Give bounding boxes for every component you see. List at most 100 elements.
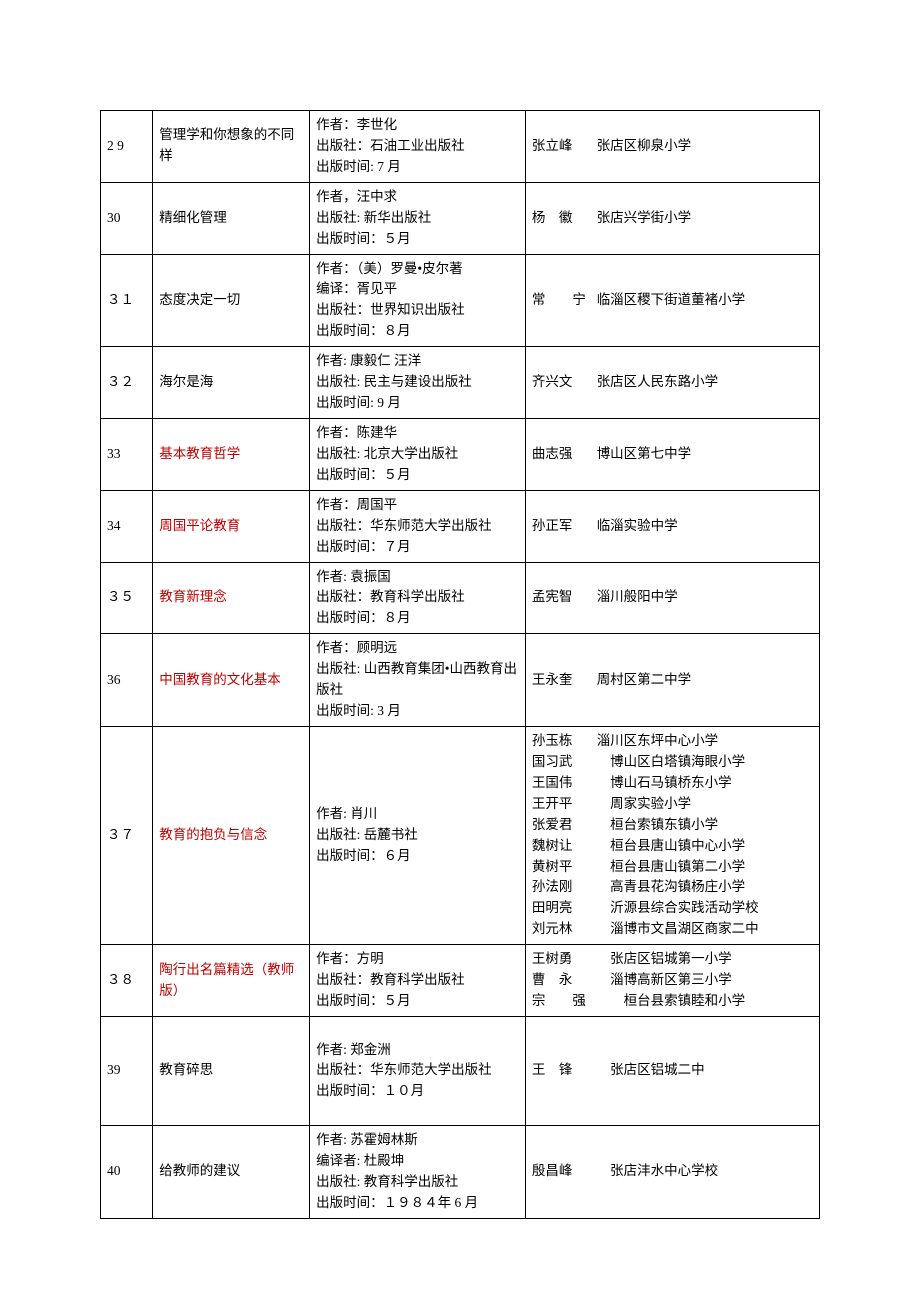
person-name: 杨 徽 <box>532 208 585 229</box>
school-name: 桓台县唐山镇中心小学 <box>597 836 813 857</box>
book-info: 作者：顾明远出版社: 山西教育集团•山西教育出版社出版时间: 3 月 <box>310 634 526 727</box>
book-info: 作者: 苏霍姆林斯编译者: 杜殿坤出版社: 教育科学出版社出版时间：１９８４年 … <box>310 1125 526 1218</box>
school-name: 张店区铝城第一小学 <box>597 949 813 970</box>
book-title: 精细化管理 <box>153 182 310 254</box>
school-cell: 张店沣水中心学校 <box>591 1125 820 1218</box>
school-name: 张店兴学街小学 <box>597 208 813 229</box>
info-line: 出版社: 新华出版社 <box>316 208 519 229</box>
info-line: 出版时间：８月 <box>316 608 519 629</box>
person-name: 常 宁 <box>532 290 585 311</box>
info-line: 作者：陈建华 <box>316 423 519 444</box>
row-number: 36 <box>101 634 153 727</box>
book-title: 教育新理念 <box>153 562 310 634</box>
book-info: 作者：方明出版社：教育科学出版社出版时间：５月 <box>310 945 526 1017</box>
person-name-cell: 孙正军 <box>525 490 590 562</box>
info-line: 出版社：华东师范大学出版社 <box>316 516 519 537</box>
person-name-cell: 齐兴文 <box>525 347 590 419</box>
book-info: 作者，汪中求出版社: 新华出版社出版时间：５月 <box>310 182 526 254</box>
school-cell: 张店区铝城二中 <box>591 1016 820 1125</box>
info-line: 编译：胥见平 <box>316 279 519 300</box>
row-number: 33 <box>101 418 153 490</box>
info-line: 作者: 苏霍姆林斯 <box>316 1130 519 1151</box>
info-line: 出版社：华东师范大学出版社 <box>316 1060 519 1081</box>
person-name: 张立峰 <box>532 136 585 157</box>
school-name: 张店沣水中心学校 <box>597 1161 813 1182</box>
info-line: 出版时间: 7 月 <box>316 157 519 178</box>
table-row: 34周国平论教育作者：周国平出版社：华东师范大学出版社出版时间：７月孙正军临淄实… <box>101 490 820 562</box>
table-row: ３２海尔是海作者: 康毅仁 汪洋出版社: 民主与建设出版社出版时间: 9 月齐兴… <box>101 347 820 419</box>
book-table: 2 9管理学和你想象的不同样作者：李世化出版社：石油工业出版社出版时间: 7 月… <box>100 110 820 1219</box>
school-cell: 张店区柳泉小学 <box>591 111 820 183</box>
person-name-cell: 孙玉栋国习武王国伟王开平张爱君魏树让黄树平孙法刚田明亮刘元林 <box>525 726 590 944</box>
info-line: 出版时间：５月 <box>316 991 519 1012</box>
school-cell: 张店区人民东路小学 <box>591 347 820 419</box>
info-line: 出版社：石油工业出版社 <box>316 136 519 157</box>
school-name: 张店区柳泉小学 <box>597 136 813 157</box>
info-line: 编译者: 杜殿坤 <box>316 1151 519 1172</box>
school-name: 周家实验小学 <box>597 794 813 815</box>
person-name-cell: 杨 徽 <box>525 182 590 254</box>
info-line: 作者：李世化 <box>316 115 519 136</box>
table-row: 33基本教育哲学作者：陈建华出版社: 北京大学出版社出版时间：５月曲志强博山区第… <box>101 418 820 490</box>
info-line: 出版社: 山西教育集团•山西教育出版社 <box>316 659 519 701</box>
book-title: 陶行出名篇精选（教师版） <box>153 945 310 1017</box>
person-name-cell: 曲志强 <box>525 418 590 490</box>
school-name: 临淄实验中学 <box>597 516 813 537</box>
table-row: 2 9管理学和你想象的不同样作者：李世化出版社：石油工业出版社出版时间: 7 月… <box>101 111 820 183</box>
person-name: 曲志强 <box>532 444 585 465</box>
person-name: 张爱君 <box>532 815 585 836</box>
person-name: 齐兴文 <box>532 372 585 393</box>
school-name: 临淄区稷下街道董褚小学 <box>597 290 813 311</box>
book-title: 基本教育哲学 <box>153 418 310 490</box>
info-line: 作者：方明 <box>316 949 519 970</box>
info-line: 出版时间：１０月 <box>316 1081 519 1102</box>
person-name: 刘元林 <box>532 919 585 940</box>
book-title: 教育的抱负与信念 <box>153 726 310 944</box>
book-title: 教育碎思 <box>153 1016 310 1125</box>
table-row: ３８陶行出名篇精选（教师版）作者：方明出版社：教育科学出版社出版时间：５月王树勇… <box>101 945 820 1017</box>
person-name: 曹 永 <box>532 970 585 991</box>
person-name-cell: 孟宪智 <box>525 562 590 634</box>
person-name: 王树勇 <box>532 949 585 970</box>
book-info: 作者: 康毅仁 汪洋出版社: 民主与建设出版社出版时间: 9 月 <box>310 347 526 419</box>
school-cell: 淄川区东坪中心小学 博山区白塔镇海眼小学 博山石马镇桥东小学 周家实验小学 桓台… <box>591 726 820 944</box>
school-cell: 淄川般阳中学 <box>591 562 820 634</box>
row-number: 40 <box>101 1125 153 1218</box>
info-line: 作者: 肖川 <box>316 804 519 825</box>
person-name-cell: 张立峰 <box>525 111 590 183</box>
book-info: 作者：陈建华出版社: 北京大学出版社出版时间：５月 <box>310 418 526 490</box>
row-number: ３５ <box>101 562 153 634</box>
school-name: 张店区铝城二中 <box>597 1060 813 1081</box>
school-cell: 张店区铝城第一小学 淄博高新区第三小学 桓台县索镇睦和小学 <box>591 945 820 1017</box>
book-info: 作者：周国平出版社：华东师范大学出版社出版时间：７月 <box>310 490 526 562</box>
school-cell: 临淄区稷下街道董褚小学 <box>591 254 820 347</box>
table-row: 30精细化管理作者，汪中求出版社: 新华出版社出版时间：５月杨 徽张店兴学街小学 <box>101 182 820 254</box>
person-name-cell: 王 锋 <box>525 1016 590 1125</box>
table-row: ３１态度决定一切作者：（美）罗曼•皮尔著编译：胥见平出版社：世界知识出版社出版时… <box>101 254 820 347</box>
book-title: 海尔是海 <box>153 347 310 419</box>
info-line: 出版社：教育科学出版社 <box>316 587 519 608</box>
info-line: 作者：顾明远 <box>316 638 519 659</box>
person-name: 田明亮 <box>532 898 585 919</box>
info-line: 出版时间：５月 <box>316 229 519 250</box>
row-number: ３１ <box>101 254 153 347</box>
school-name: 淄川般阳中学 <box>597 587 813 608</box>
school-cell: 临淄实验中学 <box>591 490 820 562</box>
info-line: 出版时间：１９８４年 6 月 <box>316 1193 519 1214</box>
school-name: 沂源县综合实践活动学校 <box>597 898 813 919</box>
book-info: 作者: 郑金洲出版社：华东师范大学出版社出版时间：１０月 <box>310 1016 526 1125</box>
person-name: 王永奎 <box>532 670 585 691</box>
person-name-cell: 王永奎 <box>525 634 590 727</box>
row-number: 30 <box>101 182 153 254</box>
school-name: 淄川区东坪中心小学 <box>597 731 813 752</box>
person-name: 孙正军 <box>532 516 585 537</box>
info-line: 出版社: 北京大学出版社 <box>316 444 519 465</box>
info-line: 作者: 袁振国 <box>316 567 519 588</box>
person-name: 孙玉栋 <box>532 731 585 752</box>
info-line: 出版时间：６月 <box>316 846 519 867</box>
person-name: 宗 强 <box>532 991 585 1012</box>
info-line: 作者: 康毅仁 汪洋 <box>316 351 519 372</box>
info-line: 出版时间: 3 月 <box>316 701 519 722</box>
school-cell: 周村区第二中学 <box>591 634 820 727</box>
table-row: ３７教育的抱负与信念作者: 肖川出版社: 岳麓书社出版时间：６月孙玉栋国习武王国… <box>101 726 820 944</box>
